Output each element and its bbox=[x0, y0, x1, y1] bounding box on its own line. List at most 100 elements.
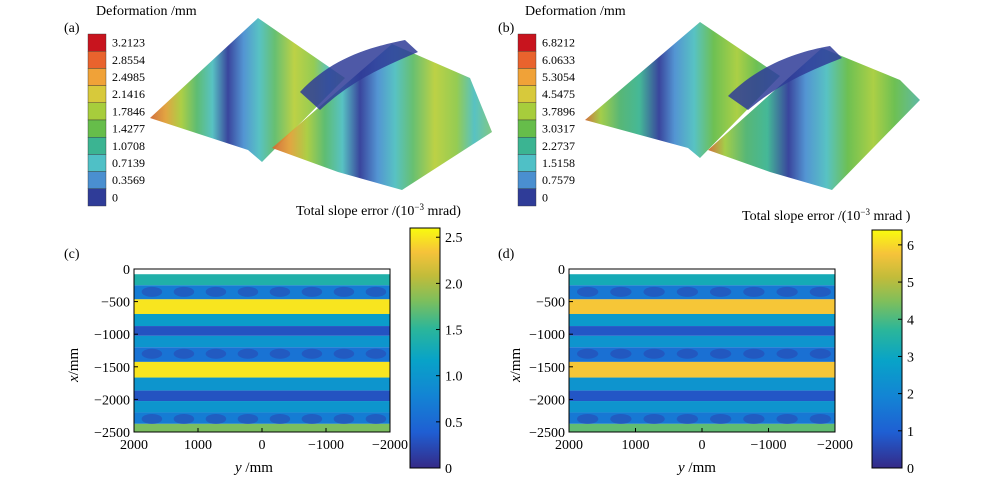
panel-b: (b) Deformation /mm 6.8212 6.0633 5.3054 4.… bbox=[498, 4, 920, 207]
heatmap-blob bbox=[173, 286, 195, 297]
panel-b-colorbar-title: Deformation /mm bbox=[525, 4, 626, 19]
colorbar-swatch bbox=[517, 154, 537, 172]
colorbar-tick-label: 0 bbox=[112, 190, 118, 204]
panel-b-surface-left bbox=[585, 22, 780, 158]
heatmap-band bbox=[134, 412, 390, 424]
y-tick-label: −2500 bbox=[529, 426, 565, 441]
heatmap-blob bbox=[576, 348, 599, 359]
colorbar-swatch bbox=[87, 136, 107, 155]
heatmap-band bbox=[569, 401, 835, 413]
panel-c-label: (c) bbox=[64, 247, 80, 262]
heatmap-band bbox=[134, 347, 390, 362]
colorbar-tick-label: 2.8554 bbox=[112, 53, 145, 67]
heatmap-blob bbox=[643, 348, 665, 359]
y-tick-label: −2000 bbox=[94, 393, 130, 408]
panel-a-surface-valley bbox=[300, 40, 418, 110]
heatmap-blob bbox=[809, 348, 832, 359]
panel-b-label: (b) bbox=[498, 21, 515, 36]
heatmap-blob bbox=[269, 348, 291, 359]
heatmap-blob bbox=[301, 286, 323, 297]
colorbar-swatch bbox=[87, 68, 107, 86]
heatmap-blob bbox=[709, 286, 732, 297]
heatmap-band bbox=[134, 423, 390, 432]
heatmap-blob bbox=[676, 348, 699, 359]
colorbar-tick-label: 0 bbox=[542, 190, 548, 204]
y-tick-label: −2500 bbox=[94, 426, 130, 441]
y-tick-label: −500 bbox=[536, 296, 565, 311]
heatmap-blob bbox=[610, 286, 632, 297]
colorbar-tick-label: 2.1416 bbox=[112, 87, 145, 101]
x-tick-label: 1000 bbox=[622, 438, 650, 453]
y-tick-label: −1000 bbox=[94, 328, 130, 343]
panel-a-surface-right bbox=[272, 44, 492, 190]
heatmap-blob bbox=[576, 286, 599, 297]
heatmap-blob bbox=[776, 286, 798, 297]
colorbar bbox=[871, 229, 903, 469]
heatmap-blob bbox=[809, 413, 832, 424]
heatmap-blob bbox=[269, 286, 291, 297]
colorbar-tick-label: 4.5475 bbox=[542, 87, 575, 101]
colorbar-tick-label: 2 bbox=[907, 388, 914, 403]
panel-b-surface-valley bbox=[728, 46, 842, 110]
colorbar-tick-label: 1.5158 bbox=[542, 156, 575, 170]
colorbar-swatch bbox=[87, 171, 107, 190]
heatmap-blob bbox=[365, 348, 387, 359]
heatmap-blob bbox=[643, 286, 665, 297]
heatmap-band bbox=[134, 299, 390, 314]
colorbar-tick-label: 1.4277 bbox=[112, 122, 145, 136]
heatmap-blob bbox=[743, 413, 765, 424]
panel-b-surface bbox=[585, 22, 920, 190]
y-tick-label: −1500 bbox=[94, 361, 130, 376]
heatmap-blob bbox=[709, 348, 732, 359]
colorbar-swatch bbox=[517, 68, 537, 86]
heatmap-band bbox=[134, 285, 390, 300]
panel-a: (a) Deformation /mm 3.2123 2.8554 2.4985 2.… bbox=[64, 4, 492, 207]
heatmap-blob bbox=[576, 413, 599, 424]
x-tick-label: −2000 bbox=[372, 438, 408, 453]
y-tick-label: 0 bbox=[558, 263, 565, 278]
heatmap-band bbox=[134, 401, 390, 413]
heatmap-band bbox=[569, 412, 835, 424]
heatmap-blob bbox=[269, 413, 291, 424]
colorbar-tick-label: 0.3569 bbox=[112, 173, 145, 187]
panel-a-label: (a) bbox=[64, 21, 80, 36]
colorbar-swatch bbox=[87, 33, 107, 52]
colorbar-tick-label: 5.3054 bbox=[542, 70, 575, 84]
heatmap-band bbox=[134, 390, 390, 402]
heatmap-band bbox=[134, 361, 390, 378]
heatmap-band bbox=[569, 347, 835, 362]
y-tick-label: −1000 bbox=[529, 328, 565, 343]
panel-b-surface-right bbox=[708, 48, 920, 190]
colorbar-tick-label: 1.0 bbox=[445, 370, 463, 385]
panel-b-colorbar: 6.8212 6.0633 5.3054 4.5475 3.7896 3.0317 2.27… bbox=[517, 33, 575, 207]
heatmap-band bbox=[569, 361, 835, 378]
panel-d-x-axis-title: y /mm bbox=[676, 460, 716, 476]
y-tick-label: 0 bbox=[123, 263, 130, 278]
panel-d-y-axis-title: x/mm bbox=[508, 347, 524, 383]
colorbar-tick-label: 0.5 bbox=[445, 416, 463, 431]
heatmap-blob bbox=[333, 348, 355, 359]
heatmap-band bbox=[569, 285, 835, 300]
panel-d-heatmap: 2000 1000 0 −1000 −2000 0 −500 −1000 −1500 −2000 −… bbox=[529, 263, 853, 453]
heatmap-blob bbox=[205, 413, 227, 424]
heatmap-blob bbox=[301, 348, 323, 359]
colorbar-tick-label: 3.0317 bbox=[542, 122, 575, 136]
colorbar-tick-label: 6.8212 bbox=[542, 36, 575, 50]
heatmap-band bbox=[134, 274, 390, 286]
heatmap-blob bbox=[237, 286, 259, 297]
panel-d-colorbar-title: Total slope error /(10−3 mrad ) bbox=[742, 207, 911, 224]
heatmap-blob bbox=[205, 348, 227, 359]
heatmap-blob bbox=[743, 348, 765, 359]
colorbar-tick-label: 4 bbox=[907, 313, 914, 328]
heatmap-band bbox=[569, 274, 835, 286]
colorbar-tick-label: 0 bbox=[907, 462, 914, 477]
heatmap-blob bbox=[333, 413, 355, 424]
colorbar-tick-label: 2.4985 bbox=[112, 70, 145, 84]
colorbar-swatch bbox=[87, 51, 107, 69]
colorbar-tick-label: 3 bbox=[907, 350, 914, 365]
x-tick-label: 2000 bbox=[120, 438, 148, 453]
x-tick-label: 0 bbox=[259, 438, 266, 453]
panel-d-colorbar: 6 5 4 3 2 1 0 bbox=[871, 229, 914, 477]
heatmap-blob bbox=[173, 413, 195, 424]
colorbar-swatch bbox=[517, 171, 537, 190]
